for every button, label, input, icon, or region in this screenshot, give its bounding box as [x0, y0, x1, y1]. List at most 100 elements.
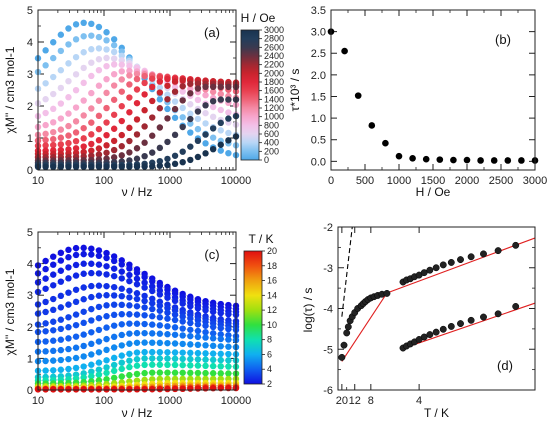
data-point	[80, 353, 87, 360]
data-point	[103, 324, 110, 331]
data-point	[88, 351, 95, 358]
data-point	[42, 308, 49, 316]
data-point	[57, 356, 65, 364]
data-point	[103, 163, 110, 170]
data-point	[217, 350, 224, 358]
data-point	[126, 386, 133, 393]
data-point	[171, 361, 179, 369]
data-point	[156, 355, 164, 362]
data-point	[133, 86, 141, 93]
data-point	[209, 145, 217, 153]
data-point	[187, 129, 194, 136]
data-point	[209, 335, 217, 342]
data-point	[133, 349, 141, 356]
y-tick-label: 0.5	[311, 135, 326, 147]
data-point	[42, 348, 49, 355]
data-point	[72, 298, 80, 306]
data-point	[133, 145, 141, 152]
data-point	[103, 292, 110, 299]
data-point	[118, 285, 125, 292]
data-point	[171, 340, 179, 347]
data-point	[88, 32, 95, 39]
data-point	[422, 155, 430, 163]
data-point	[126, 302, 133, 309]
y-tick-label: 1	[27, 133, 33, 145]
data-point	[72, 364, 80, 372]
data-point	[50, 367, 57, 374]
data-point	[171, 83, 179, 91]
data-point	[42, 257, 49, 265]
data-point	[42, 367, 49, 374]
data-point	[57, 249, 65, 257]
colorbar-tick-label: 1400	[264, 94, 284, 104]
x-tick-label: 1000	[158, 395, 182, 407]
colorbar-tick-label: 2800	[264, 34, 284, 44]
data-point	[343, 329, 351, 337]
data-point	[80, 308, 87, 315]
data-point	[171, 114, 179, 121]
data-point	[80, 374, 87, 381]
x-tick-label: 20	[336, 395, 348, 407]
data-point	[141, 163, 148, 170]
data-point	[88, 305, 95, 313]
data-point	[50, 135, 57, 143]
data-point	[202, 350, 209, 357]
data-point	[42, 80, 49, 87]
data-point	[225, 370, 232, 377]
data-point	[217, 106, 224, 114]
data-point	[141, 320, 148, 328]
x-tick-label: 12	[349, 395, 361, 407]
y-tick-label: -5	[323, 344, 333, 356]
data-point	[187, 302, 194, 310]
data-point	[225, 149, 232, 157]
data-point	[110, 367, 118, 375]
y-axis-label: χM'' / cm3 mol-1	[3, 46, 17, 133]
data-point	[65, 314, 72, 321]
data-point	[354, 92, 362, 99]
data-point	[72, 261, 80, 269]
data-point	[50, 54, 57, 62]
data-point	[88, 361, 95, 368]
data-point	[88, 89, 95, 97]
data-point	[57, 115, 65, 122]
colorbar-tick-label: 10	[267, 320, 277, 330]
data-point	[194, 96, 202, 104]
data-point	[57, 126, 65, 133]
data-point	[477, 157, 484, 164]
data-point	[110, 111, 118, 118]
data-point	[110, 48, 118, 56]
data-point	[126, 271, 133, 279]
data-point	[42, 275, 49, 282]
data-point	[103, 364, 110, 371]
data-point	[187, 349, 194, 357]
data-point	[179, 88, 186, 95]
data-point	[118, 359, 125, 366]
data-point	[42, 386, 49, 393]
data-point	[95, 371, 103, 378]
data-point	[65, 41, 72, 48]
data-point	[65, 25, 72, 32]
data-point	[103, 131, 110, 139]
data-point	[149, 114, 156, 121]
data-point	[50, 163, 57, 170]
data-point	[95, 82, 103, 89]
y-tick-label: -6	[323, 385, 333, 397]
data-point	[194, 349, 202, 357]
x-tick-label: 1000	[158, 175, 182, 187]
data-point	[110, 82, 118, 89]
data-point	[95, 145, 103, 152]
data-point	[65, 386, 72, 393]
data-point	[110, 70, 118, 78]
data-point	[50, 271, 57, 278]
data-point	[80, 284, 87, 291]
data-point	[57, 47, 65, 55]
data-point	[141, 339, 148, 346]
data-point	[50, 261, 57, 268]
data-point	[217, 96, 224, 103]
data-point	[95, 314, 103, 322]
data-point	[179, 340, 186, 348]
panel-label: (b)	[495, 32, 511, 47]
panel-label: (d)	[497, 358, 513, 373]
data-point	[57, 278, 65, 285]
data-point	[118, 163, 125, 170]
